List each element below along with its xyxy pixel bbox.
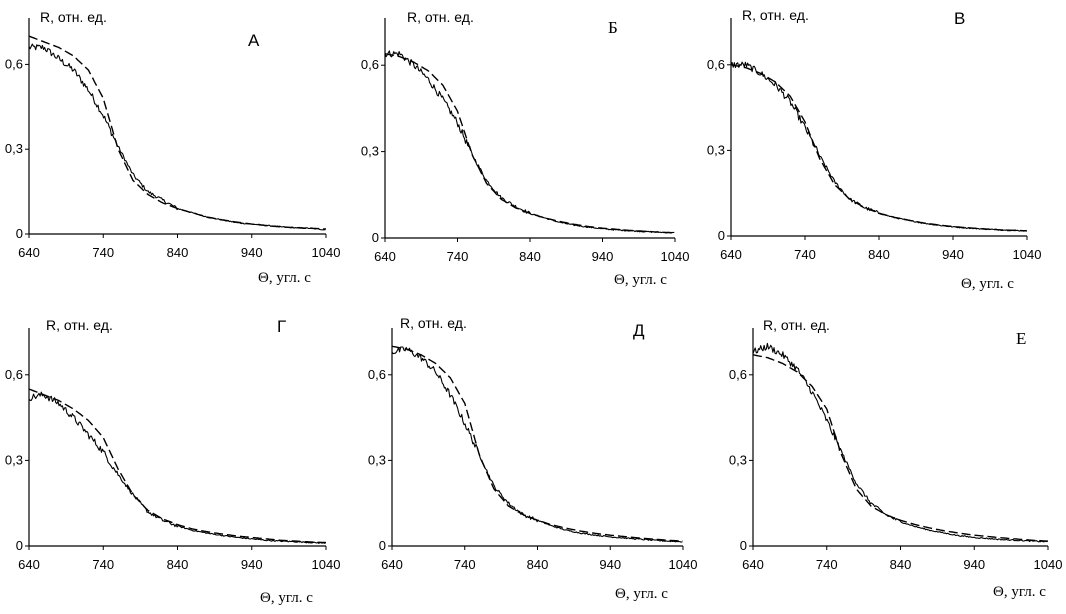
x-axis-label: Θ, угл. с bbox=[614, 272, 667, 288]
x-tick-label: 1040 bbox=[1034, 557, 1063, 572]
x-axis-label: Θ, угл. с bbox=[993, 584, 1046, 600]
y-tick-label: 0,3 bbox=[707, 142, 725, 157]
y-axis-label: R, отн. ед. bbox=[407, 9, 474, 25]
x-tick-label: 840 bbox=[890, 557, 912, 572]
y-tick-label: 0,3 bbox=[361, 144, 379, 159]
y-tick-label: 0,6 bbox=[5, 367, 23, 382]
y-tick-label: 0,6 bbox=[5, 56, 23, 71]
x-tick-label: 1040 bbox=[661, 249, 690, 264]
y-axis-label: R, отн. ед. bbox=[40, 9, 107, 25]
measured-curve bbox=[28, 43, 326, 231]
measured-curve bbox=[28, 391, 326, 545]
x-tick-label: 640 bbox=[374, 249, 396, 264]
y-tick-label: 0,3 bbox=[368, 452, 386, 467]
panel-label: Г bbox=[277, 317, 286, 336]
x-tick-label: 740 bbox=[447, 249, 469, 264]
y-axis-label: R, отн. ед. bbox=[46, 317, 113, 333]
y-tick-label: 0 bbox=[379, 538, 386, 553]
x-tick-label: 940 bbox=[942, 247, 964, 262]
calculated-curve bbox=[28, 35, 326, 230]
y-tick-label: 0,3 bbox=[5, 452, 23, 467]
x-tick-label: 940 bbox=[241, 245, 263, 260]
x-tick-label: 1040 bbox=[1013, 247, 1042, 262]
measured-curve bbox=[730, 61, 1027, 232]
x-tick-label: 940 bbox=[592, 249, 614, 264]
x-tick-label: 840 bbox=[868, 247, 890, 262]
chart-panel: 0 0,3 0,6 640 740 840 940 1040 R, отн. ед. Θ, угл… bbox=[5, 9, 341, 286]
x-tick-label: 640 bbox=[720, 247, 742, 262]
x-tick-label: 940 bbox=[241, 557, 263, 572]
panel-label: А bbox=[248, 31, 260, 50]
x-axis-label: Θ, угл. с bbox=[961, 276, 1014, 292]
x-tick-label: 940 bbox=[599, 557, 621, 572]
y-tick-label: 0,6 bbox=[729, 367, 747, 382]
x-axis-label: Θ, угл. с bbox=[260, 590, 313, 606]
panel-label: Е bbox=[1016, 329, 1026, 348]
x-tick-label: 740 bbox=[92, 245, 114, 260]
chart-panel: 0 0,3 0,6 640 740 840 940 1040 R, отн. ед. Θ, угл… bbox=[729, 317, 1063, 600]
x-tick-label: 640 bbox=[18, 245, 40, 260]
x-tick-label: 640 bbox=[18, 557, 40, 572]
chart-panel: 0 0,3 0,6 640 740 840 940 1040 R, отн. ед. Θ, угл… bbox=[707, 7, 1042, 292]
calculated-curve bbox=[752, 354, 1048, 542]
y-tick-label: 0 bbox=[718, 228, 725, 243]
chart-panel: 0 0,3 0,6 640 740 840 940 1040 R, отн. ед. Θ, угл… bbox=[361, 9, 690, 288]
panels: 0 0,3 0,6 640 740 840 940 1040 R, отн. ед. Θ, угл… bbox=[5, 7, 1063, 606]
x-tick-label: 640 bbox=[381, 557, 403, 572]
x-tick-label: 840 bbox=[167, 557, 189, 572]
chart-panel: 0 0,3 0,6 640 740 840 940 1040 R, отн. ед. Θ, угл… bbox=[5, 317, 341, 606]
y-tick-label: 0,6 bbox=[368, 367, 386, 382]
x-tick-label: 740 bbox=[794, 247, 816, 262]
measured-curve bbox=[752, 342, 1048, 543]
x-tick-label: 1040 bbox=[312, 245, 341, 260]
x-tick-label: 940 bbox=[963, 557, 985, 572]
chart-panel: 0 0,3 0,6 640 740 840 940 1040 R, отн. ед. Θ, угл… bbox=[368, 315, 698, 602]
measured-curve bbox=[391, 346, 683, 543]
calculated-curve bbox=[391, 345, 683, 542]
y-tick-label: 0 bbox=[16, 226, 23, 241]
x-axis-label: Θ, угл. с bbox=[615, 586, 668, 602]
y-axis-label: R, отн. ед. bbox=[742, 7, 809, 23]
y-tick-label: 0,6 bbox=[707, 57, 725, 72]
x-tick-label: 840 bbox=[527, 557, 549, 572]
x-tick-label: 740 bbox=[816, 557, 838, 572]
y-tick-label: 0 bbox=[740, 538, 747, 553]
y-tick-label: 0 bbox=[16, 538, 23, 553]
y-tick-label: 0,6 bbox=[361, 57, 379, 72]
x-tick-label: 740 bbox=[454, 557, 476, 572]
panel-label: В bbox=[954, 9, 965, 28]
y-axis-label: R, отн. ед. bbox=[763, 317, 830, 333]
y-axis-label: R, отн. ед. bbox=[400, 315, 467, 331]
x-tick-label: 640 bbox=[742, 557, 764, 572]
panel-label: Д bbox=[633, 321, 645, 340]
panel-label: Б bbox=[608, 18, 618, 37]
measured-curve bbox=[384, 50, 675, 234]
y-tick-label: 0,3 bbox=[5, 141, 23, 156]
x-tick-label: 740 bbox=[92, 557, 114, 572]
calculated-curve bbox=[730, 64, 1028, 232]
x-tick-label: 1040 bbox=[669, 557, 698, 572]
x-axis-label: Θ, угл. с bbox=[258, 270, 311, 286]
calculated-curve bbox=[28, 388, 327, 544]
x-tick-label: 1040 bbox=[312, 557, 341, 572]
calculated-curve bbox=[384, 53, 675, 234]
x-tick-label: 840 bbox=[519, 249, 541, 264]
x-tick-label: 840 bbox=[167, 245, 189, 260]
y-tick-label: 0,3 bbox=[729, 452, 747, 467]
y-tick-label: 0 bbox=[372, 230, 379, 245]
